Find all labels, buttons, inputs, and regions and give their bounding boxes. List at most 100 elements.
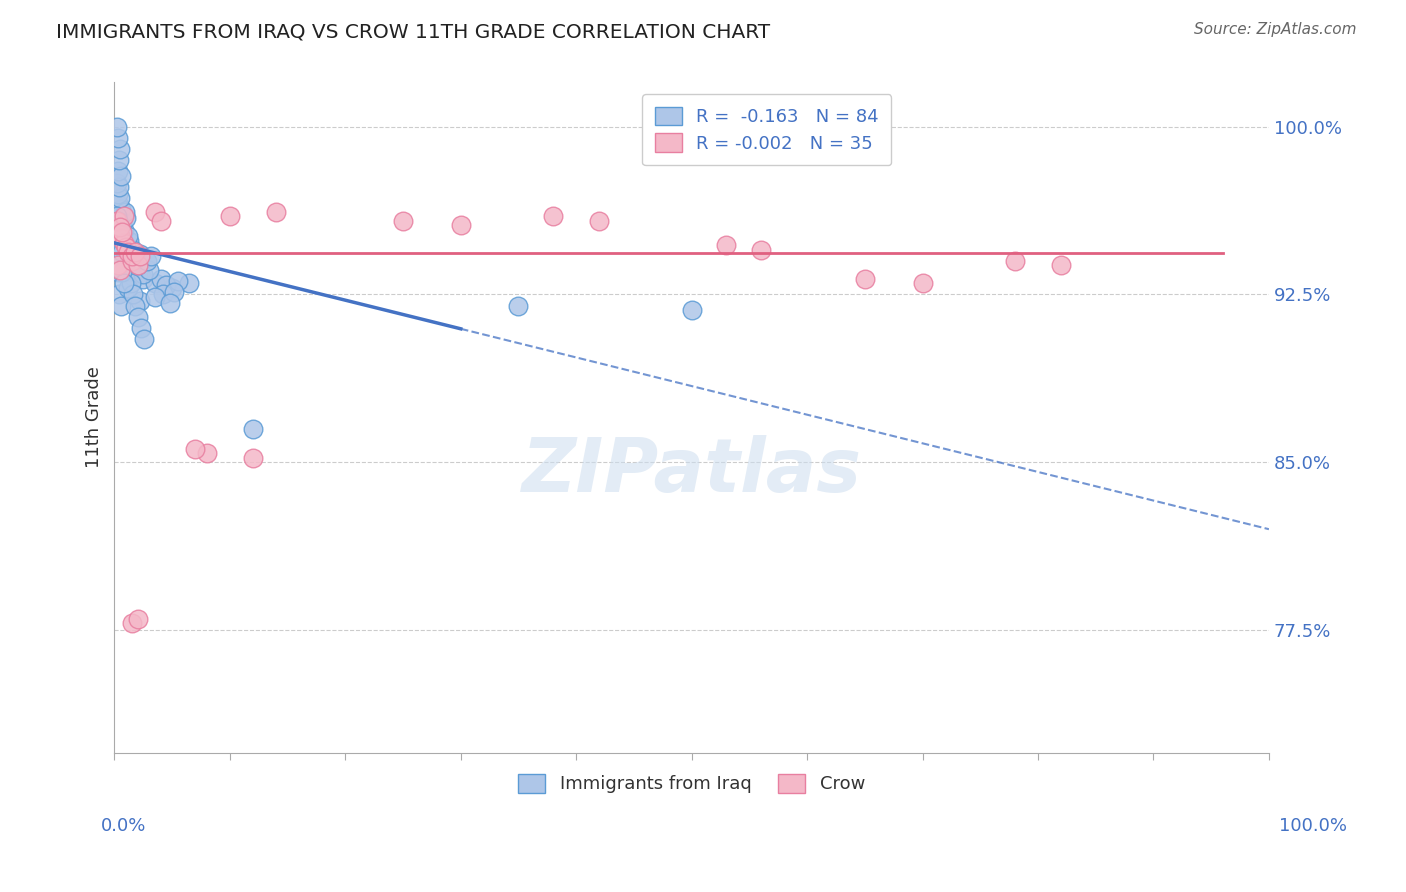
Point <box>105 176 128 190</box>
Point <box>107 186 129 201</box>
Point <box>117 229 139 244</box>
Point <box>108 213 131 227</box>
Point <box>122 256 145 270</box>
Point <box>115 253 138 268</box>
Point <box>122 243 145 257</box>
Point <box>242 450 264 465</box>
Point <box>588 213 610 227</box>
Point <box>111 216 134 230</box>
Point <box>143 290 166 304</box>
Text: 100.0%: 100.0% <box>1279 817 1347 835</box>
Point <box>108 262 131 277</box>
Point <box>127 612 149 626</box>
Point <box>112 253 135 268</box>
Point <box>124 262 146 277</box>
Point <box>107 164 129 178</box>
Point <box>124 244 146 259</box>
Point <box>111 244 134 259</box>
Point <box>112 209 135 223</box>
Point <box>127 258 149 272</box>
Text: 0.0%: 0.0% <box>101 817 146 835</box>
Point <box>127 310 149 324</box>
Point <box>108 180 131 194</box>
Point <box>218 209 240 223</box>
Point <box>128 249 150 263</box>
Text: Source: ZipAtlas.com: Source: ZipAtlas.com <box>1194 22 1357 37</box>
Point <box>107 220 129 235</box>
Point <box>108 142 131 156</box>
Point <box>108 247 131 261</box>
Point <box>107 265 129 279</box>
Point <box>108 191 131 205</box>
Text: IMMIGRANTS FROM IRAQ VS CROW 11TH GRADE CORRELATION CHART: IMMIGRANTS FROM IRAQ VS CROW 11TH GRADE … <box>56 22 770 41</box>
Point <box>115 211 138 226</box>
Point <box>114 243 136 257</box>
Point <box>143 276 166 290</box>
Point <box>108 220 131 235</box>
Point <box>1004 253 1026 268</box>
Point <box>117 265 139 279</box>
Point <box>107 258 129 272</box>
Point <box>108 227 131 241</box>
Point <box>115 252 138 266</box>
Point <box>120 253 142 268</box>
Point <box>124 299 146 313</box>
Point <box>128 247 150 261</box>
Point <box>112 222 135 236</box>
Y-axis label: 11th Grade: 11th Grade <box>86 367 103 468</box>
Point <box>120 276 142 290</box>
Point <box>105 209 128 223</box>
Point <box>128 294 150 309</box>
Point <box>110 202 132 217</box>
Point <box>122 287 145 301</box>
Point <box>108 153 131 168</box>
Point <box>108 231 131 245</box>
Point <box>127 258 149 272</box>
Point <box>541 209 564 223</box>
Point <box>115 240 138 254</box>
Point <box>108 225 131 239</box>
Point <box>392 213 415 227</box>
Point <box>179 276 201 290</box>
Point <box>160 280 183 294</box>
Point <box>110 249 132 263</box>
Point <box>152 287 174 301</box>
Point <box>121 269 143 284</box>
Point <box>911 276 934 290</box>
Point <box>114 244 136 259</box>
Point <box>110 169 132 183</box>
Legend: Immigrants from Iraq, Crow: Immigrants from Iraq, Crow <box>508 764 876 805</box>
Point <box>134 332 156 346</box>
Point <box>105 213 128 227</box>
Point <box>108 198 131 212</box>
Point <box>195 446 218 460</box>
Point <box>749 243 772 257</box>
Point <box>110 227 132 241</box>
Point <box>107 209 129 223</box>
Point <box>121 253 143 268</box>
Point <box>112 235 135 250</box>
Text: ZIPatlas: ZIPatlas <box>522 434 862 508</box>
Point <box>115 260 138 275</box>
Point <box>853 271 876 285</box>
Point <box>127 267 149 281</box>
Point <box>1050 258 1073 272</box>
Point <box>107 213 129 227</box>
Point <box>117 244 139 259</box>
Point <box>110 240 132 254</box>
Point <box>450 218 472 232</box>
Point <box>108 227 131 241</box>
Point <box>105 220 128 235</box>
Point <box>135 253 157 268</box>
Point <box>121 249 143 263</box>
Point <box>132 271 155 285</box>
Point <box>242 421 264 435</box>
Point <box>141 249 163 263</box>
Point <box>108 235 131 250</box>
Point <box>105 120 128 134</box>
Point <box>132 267 155 281</box>
Point <box>121 616 143 631</box>
Point <box>149 271 172 285</box>
Point <box>108 258 131 272</box>
Point <box>143 204 166 219</box>
